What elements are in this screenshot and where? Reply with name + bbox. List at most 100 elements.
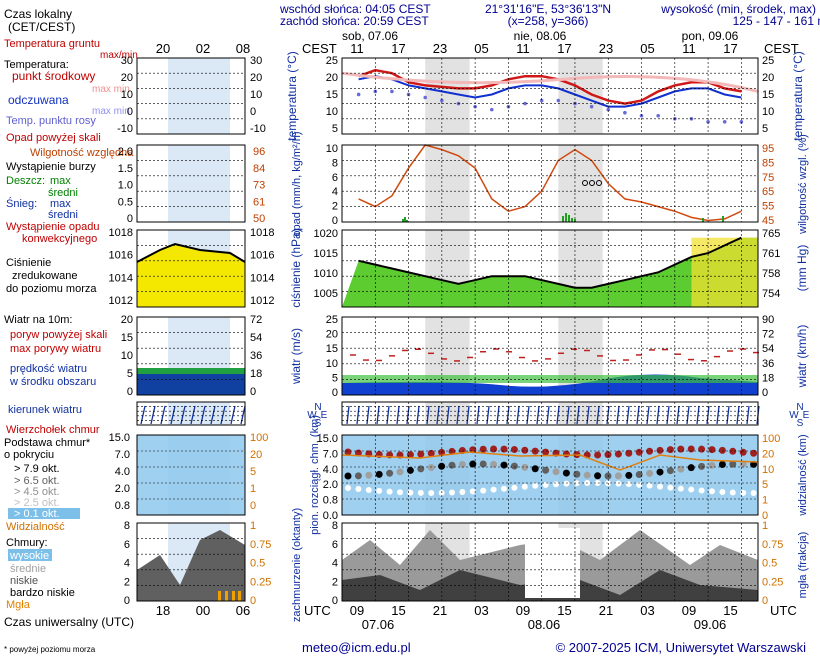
tick-label: 73 xyxy=(253,180,265,192)
cloud-dot xyxy=(698,462,706,470)
top-hour: 11 xyxy=(682,41,696,56)
legend-snow-max: max xyxy=(50,198,71,210)
bottom-hour: 09 xyxy=(350,603,364,618)
tick-label: 72 xyxy=(762,329,774,341)
utc-right: UTC xyxy=(770,603,797,618)
dew-point-dot xyxy=(606,107,611,112)
tick-label: 0.0 xyxy=(323,510,338,522)
tick-label: 25 xyxy=(326,314,338,326)
legend-convective-2: konwekcyjnego xyxy=(22,233,97,245)
legend-pressure-2: zredukowane xyxy=(12,270,77,282)
legend-c65: > 6.5 okt. xyxy=(14,475,60,487)
left-bottom-hour: 18 xyxy=(156,603,170,618)
legend-fog: Mgła xyxy=(6,599,31,611)
tick-label: 96 xyxy=(253,146,265,158)
tick-label: 0.5 xyxy=(118,196,133,208)
cloud-dot xyxy=(646,447,654,455)
tick-label: 15 xyxy=(326,89,338,101)
tick-label: 1014 xyxy=(250,272,274,284)
cloud-dot xyxy=(355,485,362,492)
tick-label: 1012 xyxy=(250,295,274,307)
cloud-dot xyxy=(553,481,559,488)
cloud-dot xyxy=(708,461,716,469)
utc-left: UTC xyxy=(304,603,331,618)
cloud-dot xyxy=(656,468,664,476)
legend-wind-speed: prędkość wiatru xyxy=(10,363,87,375)
cloud-dot xyxy=(604,451,612,459)
cloud-dot xyxy=(438,462,446,470)
tick-label: 0 xyxy=(250,106,256,118)
tick-label: -10 xyxy=(117,123,133,135)
bottom-hour: 21 xyxy=(433,603,447,618)
wind-arrow xyxy=(556,405,560,425)
tick-label: 10 xyxy=(326,106,338,118)
tick-label: 6 xyxy=(332,172,338,184)
tick-label: 4 xyxy=(332,558,338,570)
tick-label: 20 xyxy=(121,314,133,326)
night-shade xyxy=(425,145,470,222)
storm-marker xyxy=(596,180,602,186)
cloud-dot xyxy=(739,448,747,456)
compass-n: N xyxy=(314,402,321,413)
legend-max-min-3: max min xyxy=(92,106,130,117)
axis-title-visibility: widzialność (km) xyxy=(797,434,809,516)
cloud-dot xyxy=(687,445,695,453)
bottom-hour: 15 xyxy=(391,603,405,618)
tick-label: 1020 xyxy=(314,228,338,240)
cloud-dot xyxy=(490,486,497,493)
cloud-dot xyxy=(531,465,539,473)
cloud-dot xyxy=(344,448,352,456)
cloud-dot xyxy=(427,464,435,472)
precip-panel xyxy=(341,144,759,223)
tick-label: 7.0 xyxy=(115,449,130,461)
legend-wind-title: Wiatr na 10m: xyxy=(4,314,72,326)
wind-arrow xyxy=(546,405,550,425)
cloud-dot xyxy=(417,450,425,458)
tick-label: 2.0 xyxy=(323,479,338,491)
legend-gust-max: max porywy wiatru xyxy=(10,343,101,355)
dew-point-dot xyxy=(356,92,361,97)
legend-rain-max: max xyxy=(50,175,71,187)
cloud-dot xyxy=(698,487,705,494)
legend-visibility: Widzialność xyxy=(6,521,65,533)
bottom-hour: 15 xyxy=(557,603,571,618)
wind-arrow xyxy=(496,405,500,425)
cloud-dot xyxy=(417,489,424,496)
axis-title-wind: wiatr (m/s) xyxy=(289,328,303,385)
axis-title-temp: temperatura (°C) xyxy=(285,51,299,141)
axis-title-cloud-fraction: zachmurzenie (oktanty) xyxy=(291,508,303,622)
left-top-hour: 02 xyxy=(196,41,210,56)
wind-arrow xyxy=(596,405,600,425)
tick-label: 50 xyxy=(253,213,265,225)
pressure-panel-left xyxy=(136,229,246,308)
wind-arrow xyxy=(686,405,690,425)
tick-label: 2 xyxy=(332,576,338,588)
top-hour: 23 xyxy=(599,41,613,56)
tick-label: 72 xyxy=(250,314,262,326)
axis-title-temp-right: temperatura (°C) xyxy=(791,51,805,141)
wind-arrow xyxy=(676,405,680,425)
pressure-fill-left xyxy=(137,244,245,307)
wind-arrow xyxy=(376,405,380,425)
cloud-dot xyxy=(625,449,633,457)
cloud-dot xyxy=(479,445,487,453)
precip-bar xyxy=(565,213,567,222)
legend-pressure: Ciśnienie xyxy=(6,257,51,269)
tick-label: 0 xyxy=(127,106,133,118)
legend-perceived: odczuwana xyxy=(8,93,69,107)
wind-arrow xyxy=(526,405,530,425)
precip-bar xyxy=(402,219,404,222)
cloud-dot xyxy=(563,480,570,487)
dew-point-dot xyxy=(390,89,394,94)
tick-label: 10 xyxy=(121,350,133,362)
legend-max-min: max/min xyxy=(100,50,138,61)
night-shade-left xyxy=(168,402,230,425)
compass-e-right: E xyxy=(803,410,810,421)
tick-label: 1012 xyxy=(109,295,133,307)
tick-label: 8 xyxy=(124,520,130,532)
local-time-label-2: (CET/CEST) xyxy=(8,20,75,34)
legend-wind-dir: kierunek wiatru xyxy=(8,404,82,416)
tick-label: 10 xyxy=(250,89,262,101)
local-time-label: Czas lokalny xyxy=(4,7,72,21)
tick-label: 45 xyxy=(762,215,774,227)
